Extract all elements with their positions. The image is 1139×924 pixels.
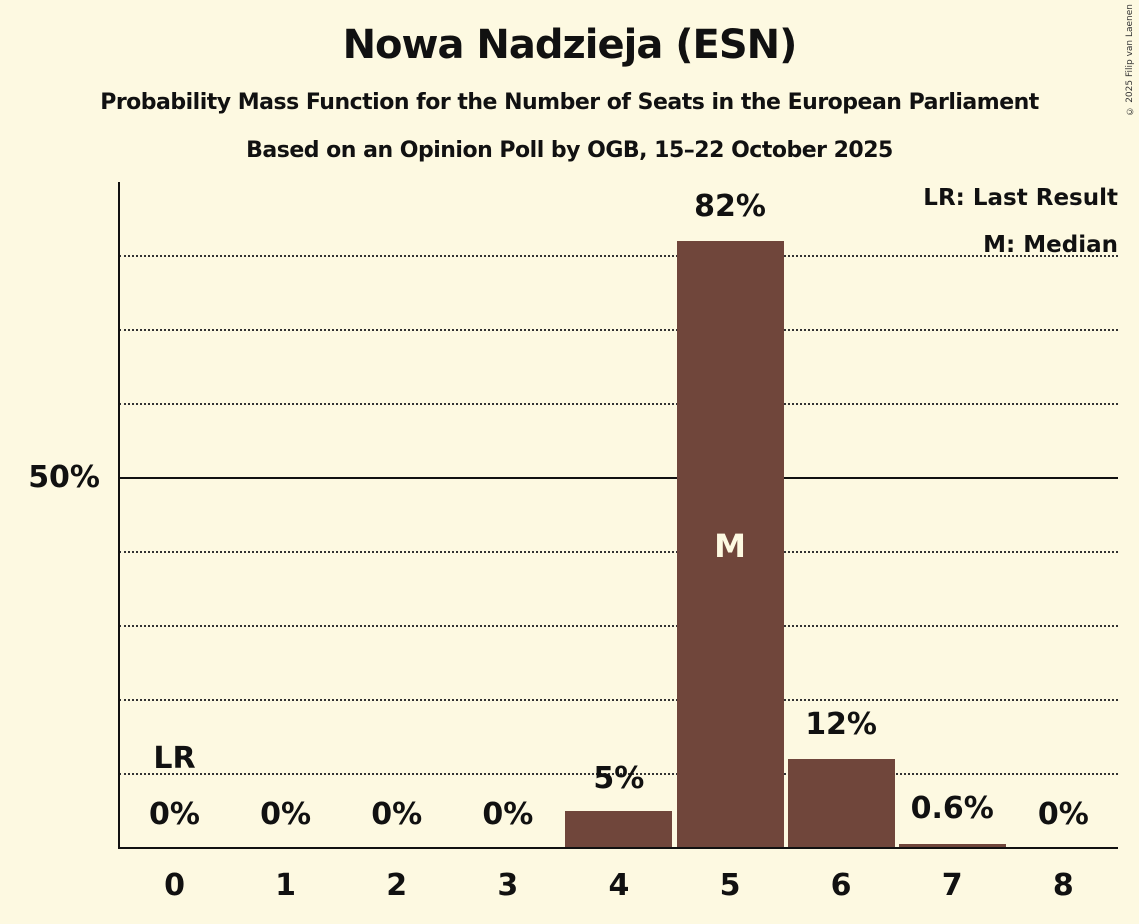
gridline-30 xyxy=(119,625,1118,627)
x-tick-label-0: 0 xyxy=(164,868,185,903)
median-marker: M xyxy=(714,527,746,565)
gridline-50 xyxy=(119,477,1118,479)
legend-median: M: Median xyxy=(983,232,1118,258)
x-tick-label-3: 3 xyxy=(497,868,519,903)
x-tick-label-4: 4 xyxy=(608,868,630,903)
value-label-3: 0% xyxy=(482,797,534,832)
value-label-8: 0% xyxy=(1037,797,1089,832)
last-result-marker: LR xyxy=(153,741,196,776)
value-label-4: 5% xyxy=(593,761,645,796)
value-label-0: 0% xyxy=(149,797,200,832)
bar-7 xyxy=(898,844,1006,848)
x-tick-label-7: 7 xyxy=(941,868,963,903)
value-label-5: 82% xyxy=(694,189,766,224)
bar-4 xyxy=(565,811,673,848)
x-axis xyxy=(118,847,1118,849)
gridline-80 xyxy=(119,255,1118,257)
copyright-credit: © 2025 Filip van Laenen xyxy=(1125,4,1135,116)
chart-title: Nowa Nadzieja (ESN) xyxy=(342,22,798,68)
value-label-1: 0% xyxy=(260,797,312,832)
bar-5 xyxy=(676,241,784,848)
x-tick-label-2: 2 xyxy=(386,868,408,903)
gridline-70 xyxy=(119,329,1118,331)
chart-subtitle: Probability Mass Function for the Number… xyxy=(100,90,1039,115)
y-axis xyxy=(118,182,120,849)
gridline-10 xyxy=(119,773,1118,775)
x-tick-label-6: 6 xyxy=(830,868,852,903)
legend-last-result: LR: Last Result xyxy=(923,185,1118,211)
gridline-60 xyxy=(119,403,1118,405)
x-tick-label-8: 8 xyxy=(1052,868,1074,903)
gridline-20 xyxy=(119,699,1118,701)
y-tick-label-50: 50% xyxy=(28,460,100,495)
value-label-6: 12% xyxy=(805,707,877,742)
gridline-40 xyxy=(119,551,1118,553)
bar-6 xyxy=(787,759,895,848)
value-label-7: 0.6% xyxy=(910,791,994,826)
x-tick-label-1: 1 xyxy=(275,868,297,903)
value-label-2: 0% xyxy=(371,797,423,832)
x-tick-label-5: 5 xyxy=(719,868,741,903)
chart-source: Based on an Opinion Poll by OGB, 15–22 O… xyxy=(246,138,893,163)
